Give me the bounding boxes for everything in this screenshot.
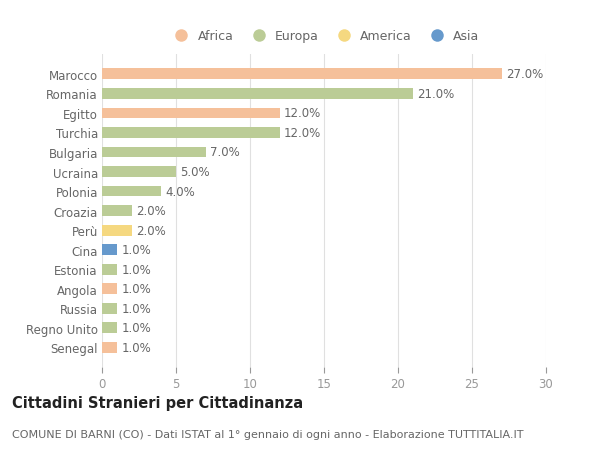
Text: Cittadini Stranieri per Cittadinanza: Cittadini Stranieri per Cittadinanza <box>12 395 303 410</box>
Legend: Africa, Europa, America, Asia: Africa, Europa, America, Asia <box>169 30 479 43</box>
Text: 27.0%: 27.0% <box>506 68 543 81</box>
Text: 5.0%: 5.0% <box>181 166 210 179</box>
Text: 2.0%: 2.0% <box>136 205 166 218</box>
Bar <box>102 167 176 178</box>
Bar <box>102 284 117 295</box>
Bar <box>102 206 131 217</box>
Text: 4.0%: 4.0% <box>166 185 196 198</box>
Bar <box>102 69 502 80</box>
Text: 1.0%: 1.0% <box>121 322 151 335</box>
Bar <box>102 245 117 256</box>
Bar <box>102 303 117 314</box>
Text: 1.0%: 1.0% <box>121 302 151 315</box>
Text: 12.0%: 12.0% <box>284 107 321 120</box>
Bar <box>102 89 413 100</box>
Text: COMUNE DI BARNI (CO) - Dati ISTAT al 1° gennaio di ogni anno - Elaborazione TUTT: COMUNE DI BARNI (CO) - Dati ISTAT al 1° … <box>12 429 523 439</box>
Text: 1.0%: 1.0% <box>121 263 151 276</box>
Text: 7.0%: 7.0% <box>210 146 240 159</box>
Bar <box>102 128 280 139</box>
Bar <box>102 342 117 353</box>
Text: 21.0%: 21.0% <box>417 88 454 101</box>
Text: 1.0%: 1.0% <box>121 244 151 257</box>
Bar <box>102 264 117 275</box>
Text: 1.0%: 1.0% <box>121 341 151 354</box>
Text: 12.0%: 12.0% <box>284 127 321 140</box>
Bar <box>102 108 280 119</box>
Text: 2.0%: 2.0% <box>136 224 166 237</box>
Bar <box>102 323 117 334</box>
Text: 1.0%: 1.0% <box>121 283 151 296</box>
Bar <box>102 147 206 158</box>
Bar <box>102 225 131 236</box>
Bar <box>102 186 161 197</box>
